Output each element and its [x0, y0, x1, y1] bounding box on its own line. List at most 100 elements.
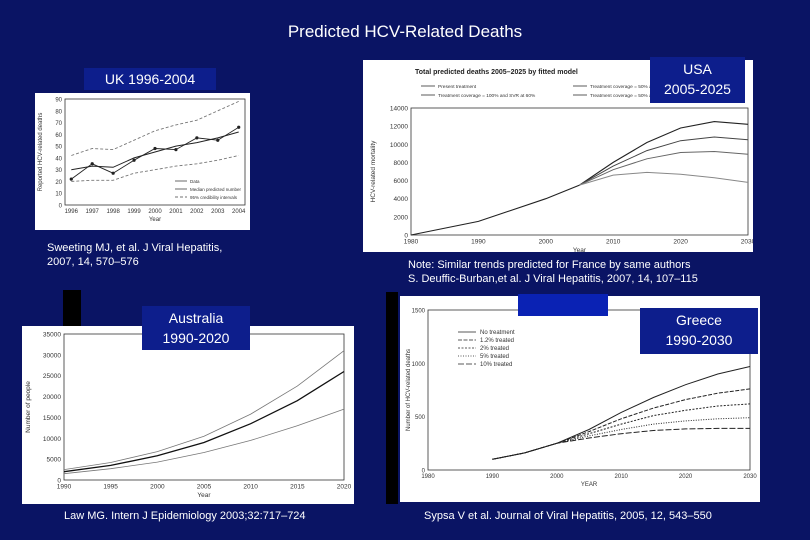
uk-label: UK 1996-2004 — [84, 68, 216, 90]
uk-data-point — [216, 138, 220, 142]
usa-note-line2: S. Deuffic-Burban,et al. J Viral Hepatit… — [408, 273, 698, 285]
australia-ytick-label: 15000 — [43, 415, 61, 422]
usa-note-line1: Note: Similar trends predicted for Franc… — [408, 259, 691, 271]
australia-label-line2: 1990-2020 — [162, 330, 230, 346]
australia-xtick-label: 1995 — [103, 484, 118, 491]
greece-legend-label: 1.2% treated — [480, 338, 514, 344]
usa-chart: 0 2000 4000 6000 8000 10000 12000 14000 1980 1990… — [370, 69, 756, 254]
australia-citation-text: Law MG. Intern J Epidemiology 2003;32:71… — [64, 510, 306, 522]
australia-xtick-label: 2015 — [290, 484, 305, 491]
uk-data-point — [153, 146, 157, 151]
uk-ytick-label: 40 — [55, 156, 62, 162]
greece-blue-bar — [518, 294, 608, 316]
uk-legend-label: Median predicted number — [190, 187, 242, 192]
usa-plot-frame — [410, 107, 749, 236]
usa-series-line — [579, 136, 749, 186]
uk-ytick-label: 50 — [55, 145, 62, 151]
usa-label-line1: USA — [683, 61, 712, 77]
uk-data-point — [69, 177, 73, 181]
usa-series-line — [410, 121, 749, 236]
uk-ytick-label: 10 — [55, 192, 62, 198]
uk-citation-line2: 2007, 14, 570–576 — [47, 256, 139, 268]
greece-label: Greece 1990-2030 — [640, 308, 758, 354]
usa-note: Note: Similar trends predicted for Franc… — [408, 258, 798, 286]
greece-citation: Sypsa V et al. Journal of Viral Hepatiti… — [424, 509, 712, 523]
uk-xlabel: Year — [149, 217, 161, 223]
greece-series-line — [492, 427, 750, 460]
uk-ytick-label: 0 — [59, 204, 63, 210]
usa-ytick-label: 4000 — [394, 196, 409, 203]
usa-series-line — [579, 150, 749, 186]
usa-ytick-label: 12000 — [390, 124, 408, 131]
australia-label: Australia 1990-2020 — [142, 306, 250, 350]
usa-ylabel: HCV-related mortality — [370, 140, 377, 203]
greece-chart: 0 500 1000 1500 1980 1990 2000 2010 2020 2030 YEAR… — [406, 309, 757, 489]
australia-series-line — [63, 370, 345, 473]
uk-data-point — [111, 171, 115, 175]
uk-data-point — [90, 162, 94, 166]
uk-ytick-label: 70 — [55, 121, 62, 127]
australia-ytick-label: 10000 — [43, 436, 61, 443]
uk-xtick-label: 2003 — [211, 209, 225, 215]
greece-legend-label: 2% treated — [480, 346, 509, 352]
greece-series-line — [492, 403, 751, 460]
usa-label-line2: 2005-2025 — [664, 81, 731, 97]
greece-series-line — [492, 366, 751, 460]
australia-ytick-label: 5000 — [47, 457, 62, 464]
greece-ylabel: Number of HCV-related deaths — [406, 349, 412, 431]
uk-series-line — [71, 131, 239, 171]
greece-xtick-label: 2010 — [615, 474, 629, 480]
usa-xtick-label: 1980 — [404, 239, 419, 246]
uk-xtick-label: 1998 — [106, 209, 120, 215]
uk-ytick-label: 30 — [55, 168, 62, 174]
uk-chart: 0 10 20 30 40 50 60 70 80 90 1996 1997 1998 1999 2000 2… — [38, 98, 246, 224]
greece-legend-label: No treatment — [480, 330, 515, 336]
greece-label-line2: 1990-2030 — [665, 332, 733, 348]
usa-xtick-label: 2030 — [741, 239, 753, 246]
australia-xtick-label: 2000 — [150, 484, 165, 491]
uk-series-line — [71, 126, 239, 180]
australia-ytick-label: 35000 — [43, 332, 61, 339]
usa-ytick-label: 0 — [404, 233, 408, 240]
greece-shadow — [386, 292, 398, 504]
australia-xlabel: Year — [197, 492, 211, 499]
greece-citation-text: Sypsa V et al. Journal of Viral Hepatiti… — [424, 510, 712, 522]
uk-citation: Sweeting MJ, et al. J Viral Hepatitis, 2… — [47, 241, 262, 269]
usa-xtick-label: 2020 — [673, 239, 688, 246]
uk-ytick-label: 90 — [55, 98, 62, 104]
australia-xtick-label: 2005 — [197, 484, 212, 491]
australia-xtick-label: 2020 — [337, 484, 352, 491]
usa-xtick-label: 1990 — [471, 239, 486, 246]
greece-label-line1: Greece — [676, 312, 722, 328]
uk-legend-label: 95% credibility intervals — [190, 195, 238, 200]
usa-chart-title: Total predicted deaths 2005–2025 by fitt… — [415, 69, 578, 76]
greece-xtick-label: 1980 — [421, 474, 435, 480]
uk-series-line — [71, 155, 239, 182]
australia-series-line — [63, 408, 345, 475]
australia-label-line1: Australia — [168, 310, 224, 326]
australia-ytick-label: 0 — [57, 478, 61, 485]
greece-ytick-label: 1000 — [412, 362, 426, 368]
greece-ytick-label: 1500 — [412, 309, 426, 315]
usa-series-line — [579, 171, 749, 186]
uk-label-text: UK 1996-2004 — [104, 71, 196, 87]
greece-xtick-label: 1990 — [486, 474, 500, 480]
usa-xtick-label: 2010 — [606, 239, 621, 246]
usa-xlabel: Year — [573, 247, 587, 252]
uk-plot-frame — [64, 98, 246, 206]
usa-label: USA 2005-2025 — [650, 57, 745, 103]
usa-ytick-label: 14000 — [390, 106, 408, 113]
uk-legend-label: Data — [190, 179, 200, 184]
uk-ytick-label: 80 — [55, 109, 62, 115]
usa-legend-label: Treatment coverage = 100% and SVR at 60% — [438, 93, 536, 99]
usa-xtick-label: 2000 — [539, 239, 554, 246]
greece-xtick-label: 2000 — [550, 474, 564, 480]
australia-chart: 0 5000 10000 15000 20000 25000 30000 35000 1990 1… — [25, 332, 352, 500]
australia-series-line — [63, 350, 345, 470]
uk-xtick-label: 2001 — [169, 209, 183, 215]
uk-data-point — [174, 148, 178, 152]
greece-xlabel: YEAR — [581, 482, 598, 488]
australia-xtick-label: 2010 — [243, 484, 258, 491]
usa-ytick-label: 6000 — [394, 178, 409, 185]
usa-ytick-label: 10000 — [390, 142, 408, 149]
